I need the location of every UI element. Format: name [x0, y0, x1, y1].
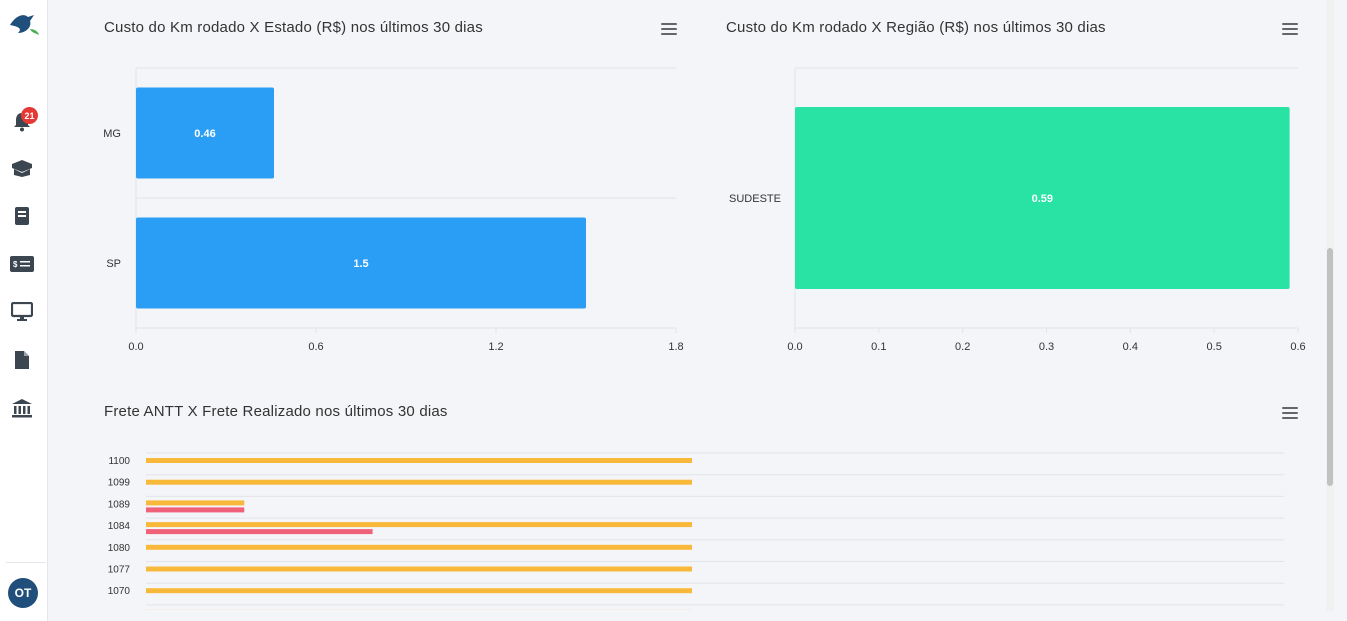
bar-sp: [136, 217, 586, 309]
category-label: 1080: [108, 543, 131, 554]
tick-label: 0.3: [1039, 341, 1054, 353]
tick-label: 1.2: [488, 341, 503, 353]
category-label: 1070: [108, 586, 131, 597]
tick-label: 0.6: [1290, 341, 1305, 353]
chart-estado: 0.46 MG 1.5 SP 0.0 0.6 1.2 1.8: [103, 67, 684, 353]
category-label: 1100: [108, 456, 130, 467]
bank-icon[interactable]: [10, 396, 34, 420]
chart-title-estado: Custo do Km rodado X Estado (R$) nos últ…: [104, 19, 483, 36]
tick-label: 0.1: [871, 341, 886, 353]
box-icon[interactable]: [10, 156, 34, 180]
notification-badge: 21: [21, 107, 38, 124]
chart-title-frete: Frete ANTT X Frete Realizado nos últimos…: [104, 403, 448, 420]
scrollbar[interactable]: [1326, 0, 1334, 611]
tick-label: 0.6: [308, 341, 323, 353]
category-label: SP: [106, 258, 121, 270]
category-label: 1077: [108, 565, 131, 576]
tick-label: 0.2: [955, 341, 970, 353]
scrollbar-thumb[interactable]: [1327, 248, 1333, 486]
bar-antt: [146, 588, 692, 594]
bar-antt: [146, 500, 245, 506]
tick-label: 1.8: [668, 341, 683, 353]
sidebar: 21 $ OT: [0, 0, 48, 621]
bar-realizado: [146, 529, 373, 535]
svg-text:$: $: [13, 260, 18, 269]
chart-menu-button-estado[interactable]: [661, 23, 677, 35]
chart-title-regiao: Custo do Km rodado X Região (R$) nos últ…: [726, 19, 1106, 36]
logo-bird-icon[interactable]: [8, 10, 40, 40]
bar-realizado: [146, 507, 245, 513]
data-label: 1.5: [353, 258, 368, 270]
tick-label: 0.4: [1123, 341, 1138, 353]
bar-mg: [136, 87, 274, 179]
bar-sudeste: [795, 107, 1290, 289]
bar-antt: [146, 479, 692, 485]
chart-menu-button-frete[interactable]: [1282, 407, 1298, 419]
bar-antt: [146, 544, 692, 550]
chart-frete: 1100 1099 1089 1084 1080 1077 1070: [108, 452, 1284, 610]
chart-regiao: 0.59 SUDESTE 0.0 0.1 0.2 0.3 0.4 0.5 0.6: [729, 67, 1306, 353]
hamburger-icon-line: [661, 23, 677, 25]
chart-menu-button-regiao[interactable]: [1282, 23, 1298, 35]
bar-antt: [146, 458, 692, 463]
bar-antt: [146, 566, 692, 572]
tick-label: 0.0: [128, 341, 143, 353]
tick-label: 0.0: [787, 341, 802, 353]
monitor-icon[interactable]: [10, 300, 34, 324]
sidebar-divider: [6, 562, 46, 563]
file-icon[interactable]: [10, 348, 34, 372]
category-label: 1084: [108, 521, 131, 532]
category-label: 1089: [108, 499, 131, 510]
book-icon[interactable]: [10, 204, 34, 228]
avatar[interactable]: OT: [8, 578, 38, 608]
money-icon[interactable]: $: [10, 252, 34, 276]
category-label: SUDESTE: [729, 193, 781, 205]
tick-label: 0.5: [1207, 341, 1222, 353]
data-label: 0.59: [1032, 193, 1053, 205]
category-label: 1099: [108, 478, 131, 489]
bar-antt: [146, 522, 692, 528]
data-label: 0.46: [194, 128, 215, 140]
category-label: MG: [103, 128, 121, 140]
